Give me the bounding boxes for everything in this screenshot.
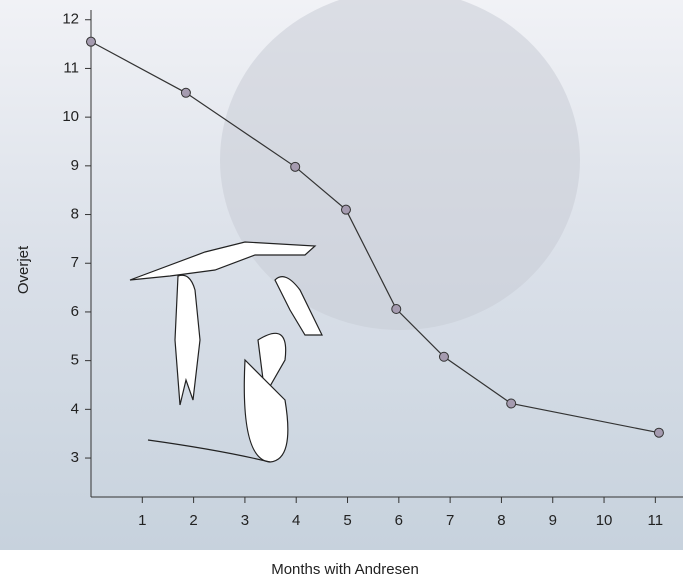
y-tick-label: 3: [71, 449, 79, 466]
y-tick-label: 4: [71, 400, 79, 417]
data-point: [180, 87, 191, 98]
y-tick-label: 10: [62, 108, 79, 125]
x-tick-label: 2: [189, 512, 197, 529]
x-tick-label: 6: [395, 512, 403, 529]
y-tick-label: 6: [71, 303, 79, 320]
y-tick-label: 8: [71, 206, 79, 223]
x-tick-label: 8: [497, 512, 505, 529]
series-line: [90, 41, 660, 434]
y-tick-label: 9: [71, 157, 79, 174]
y-tick-label: 5: [71, 352, 79, 369]
x-tick-label: 9: [549, 512, 557, 529]
y-tick-label: 7: [71, 254, 79, 271]
x-tick-label: 10: [596, 512, 613, 529]
data-point: [653, 427, 664, 438]
x-axis-label: Months with Andresen: [271, 561, 419, 578]
photo-shadow: [220, 0, 580, 330]
data-point: [506, 398, 517, 409]
data-point: [438, 351, 449, 362]
data-point: [86, 36, 96, 47]
x-tick-label: 11: [648, 512, 664, 529]
x-tick-label: 3: [241, 512, 249, 529]
teeth-drawing: [129, 241, 323, 463]
y-axis-label: Overjet: [15, 245, 32, 294]
x-tick-label: 4: [292, 512, 300, 529]
y-tick-label: 12: [62, 11, 79, 28]
x-tick-label: 7: [446, 512, 454, 529]
y-tick-label: 11: [63, 59, 79, 76]
x-tick-label: 5: [343, 512, 351, 529]
x-tick-label: 1: [138, 512, 146, 529]
data-point: [391, 304, 402, 315]
data-point: [340, 204, 351, 215]
data-point: [290, 161, 301, 172]
